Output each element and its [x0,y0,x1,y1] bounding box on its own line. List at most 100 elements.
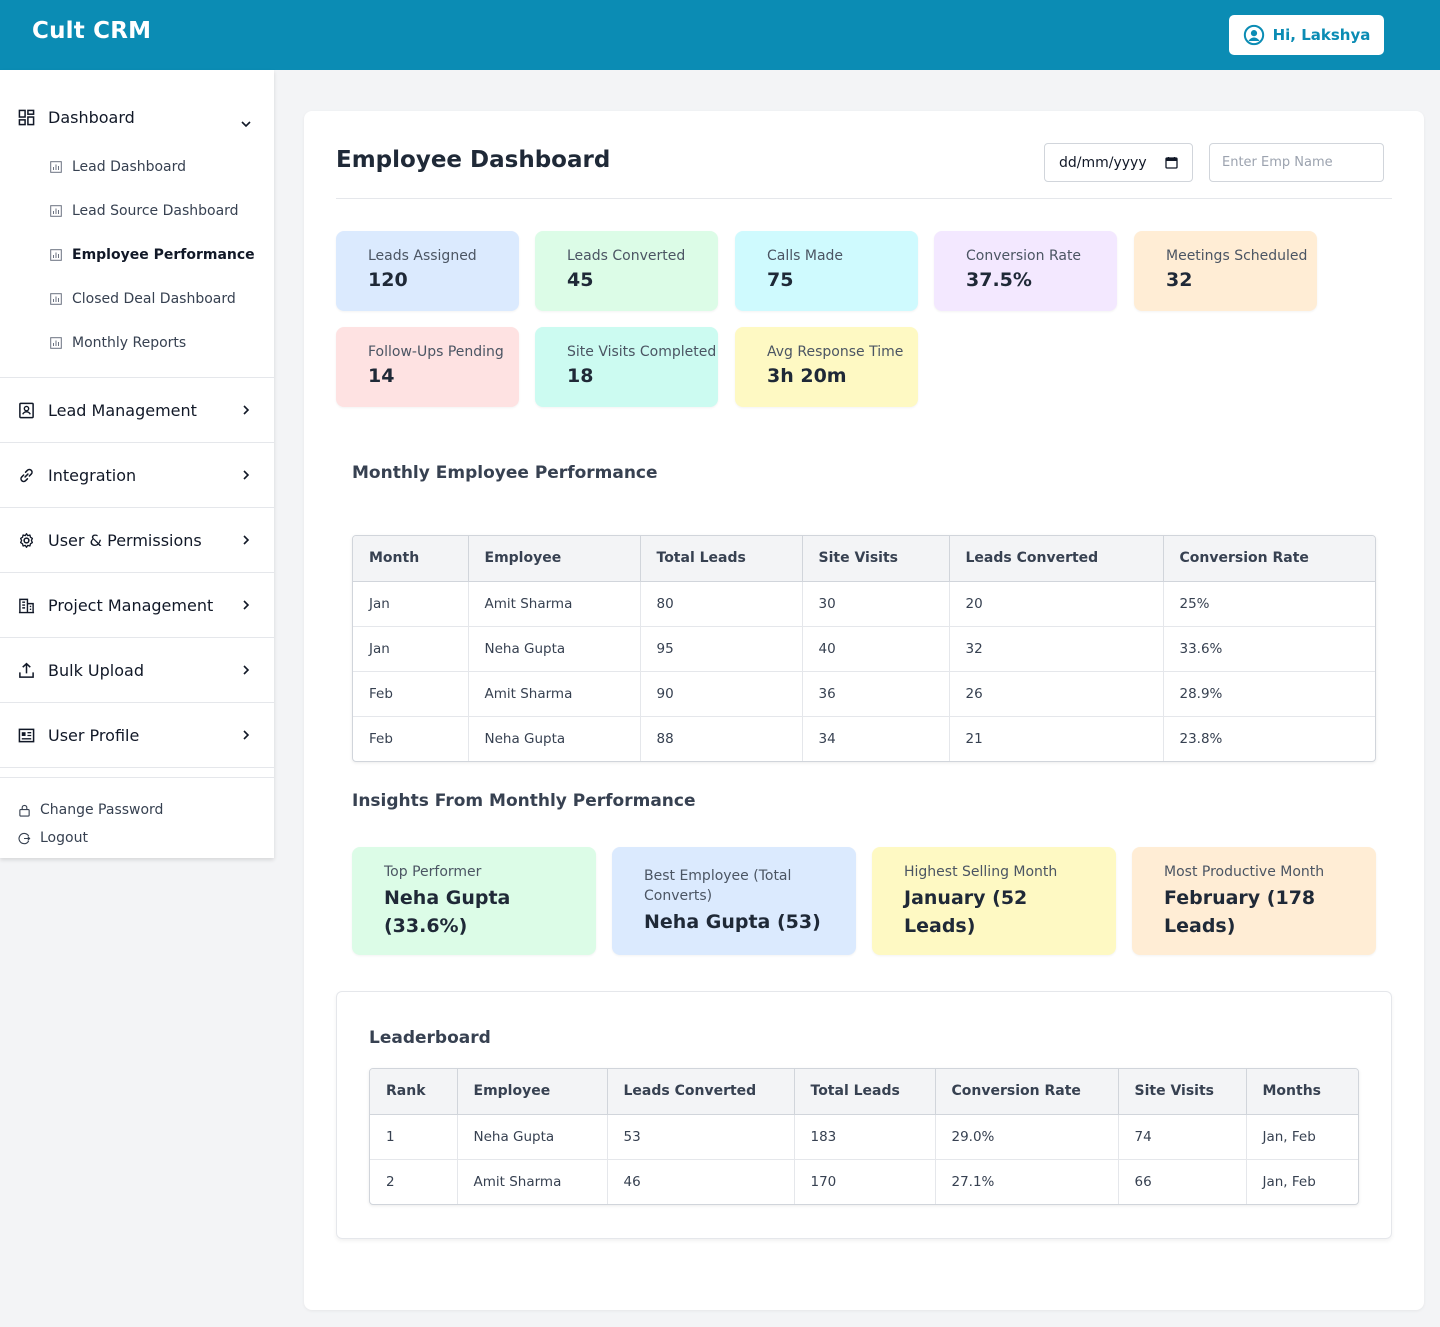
sidebar-item-label: Integration [48,465,137,485]
sidebar-item-dashboard[interactable]: Dashboard [18,108,135,127]
sidebar-item-lead-management[interactable]: Lead Management [0,378,274,443]
stat-value: 32 [1166,269,1193,291]
leaderboard-card: Leaderboard Rank Employee Leads Converte… [336,991,1392,1239]
table-cell: 74 [1118,1114,1247,1160]
stat-label: Calls Made [767,248,844,264]
chevron-down-icon[interactable] [240,118,252,130]
table-cell: 30 [802,581,950,627]
chevron-right-icon [243,405,250,415]
leaderboard-table: Rank Employee Leads Converted Total Lead… [369,1068,1359,1205]
table-cell: Neha Gupta [468,626,641,672]
stat-card-follow-ups-pending: Follow-Ups Pending 14 [336,327,519,407]
stat-label: Follow-Ups Pending [368,344,504,360]
sidebar-subitem-lead-source-dashboard[interactable]: Lead Source Dashboard [50,189,255,233]
stat-card-calls-made: Calls Made 75 [735,231,918,311]
sidebar-subitem-employee-performance[interactable]: Employee Performance [50,233,255,277]
table-header-row: Rank Employee Leads Converted Total Lead… [370,1069,1358,1115]
title-divider [336,198,1392,199]
table-cell: 29.0% [935,1114,1119,1160]
table-cell: 46 [607,1159,795,1204]
col-header[interactable]: Months [1246,1069,1358,1115]
sidebar-footer: Change Password Logout [0,777,274,852]
stat-value: 120 [368,269,408,291]
stat-card-leads-converted: Leads Converted 45 [535,231,718,311]
table-cell: Feb [353,671,469,717]
top-bar: Cult CRM Hi, Lakshya [0,0,1440,70]
insight-value: Neha Gupta (33.6%) [384,887,511,937]
date-filter-input[interactable]: dd/mm/yyyy [1044,143,1193,182]
table-cell: Feb [353,716,469,761]
main-card: Employee Dashboard dd/mm/yyyy Leads Assi… [304,111,1424,1310]
date-placeholder: dd/mm/yyyy [1059,154,1147,171]
monthly-table: Month Employee Total Leads Site Visits L… [352,535,1376,762]
sidebar-item-integration[interactable]: Integration [0,443,274,508]
sidebar-item-project-management[interactable]: Project Management [0,573,274,638]
col-header[interactable]: Total Leads [640,536,803,582]
table-cell: Amit Sharma [468,671,641,717]
sidebar-subitem-label: Lead Dashboard [72,159,187,175]
col-header[interactable]: Leads Converted [949,536,1164,582]
stat-label: Conversion Rate [966,248,1082,264]
user-menu-button[interactable]: Hi, Lakshya [1229,15,1384,55]
col-header[interactable]: Leads Converted [607,1069,795,1115]
monthly-section-title: Monthly Employee Performance [352,463,658,483]
change-password-label: Change Password [40,802,164,818]
sidebar-item-user-permissions[interactable]: User & Permissions [0,508,274,573]
id-card-icon [18,726,36,744]
sidebar-item-label: Dashboard [48,108,135,127]
insight-card-top-performer: Top Performer Neha Gupta (33.6%) [352,847,596,955]
sidebar-subitem-closed-deal-dashboard[interactable]: Closed Deal Dashboard [50,277,255,321]
stat-card-meetings-scheduled: Meetings Scheduled 32 [1134,231,1317,311]
col-header[interactable]: Conversion Rate [1163,536,1375,582]
bar-chart-icon [50,205,62,217]
user-greeting: Hi, Lakshya [1272,26,1371,44]
table-cell: 66 [1118,1159,1247,1204]
col-header[interactable]: Site Visits [1118,1069,1247,1115]
sidebar-item-label: Lead Management [48,400,197,420]
logout-link[interactable]: Logout [18,824,274,852]
stat-label: Avg Response Time [767,344,904,360]
sidebar-item-user-profile[interactable]: User Profile [0,703,274,768]
table-cell: 21 [949,716,1164,761]
calendar-icon[interactable] [1165,156,1178,169]
table-cell: Amit Sharma [457,1159,608,1204]
sidebar-subitem-monthly-reports[interactable]: Monthly Reports [50,321,255,365]
sidebar-subitem-label: Employee Performance [72,247,255,263]
employee-name-input[interactable] [1209,143,1384,182]
table-cell: 53 [607,1114,795,1160]
col-header[interactable]: Employee [468,536,641,582]
insight-card-most-productive-month: Most Productive Month February (178 Lead… [1132,847,1376,955]
insight-value: February (178 Leads) [1164,887,1316,937]
chevron-right-icon [243,470,250,480]
col-header[interactable]: Conversion Rate [935,1069,1119,1115]
sidebar-subitem-label: Monthly Reports [72,335,187,351]
stat-card-leads-assigned: Leads Assigned 120 [336,231,519,311]
table-cell: 2 [370,1159,458,1204]
sidebar-subitem-lead-dashboard[interactable]: Lead Dashboard [50,145,255,189]
insight-label: Best Employee (Total Converts) [644,868,792,904]
table-cell: 1 [370,1114,458,1160]
table-cell: 28.9% [1163,671,1375,717]
app-title[interactable]: Cult CRM [32,18,152,44]
leaderboard-title: Leaderboard [369,1028,491,1048]
col-header[interactable]: Employee [457,1069,608,1115]
table-cell: 183 [794,1114,936,1160]
bar-chart-icon [50,161,62,173]
col-header[interactable]: Site Visits [802,536,950,582]
change-password-link[interactable]: Change Password [18,796,274,824]
col-header[interactable]: Month [353,536,469,582]
table-cell: 33.6% [1163,626,1375,672]
table-cell: 32 [949,626,1164,672]
table-row: Jan Amit Sharma 80 30 20 25% [353,581,1375,627]
contact-icon [18,401,36,419]
sidebar-item-bulk-upload[interactable]: Bulk Upload [0,638,274,703]
gear-icon [18,531,36,549]
insight-label: Top Performer [384,864,482,880]
table-cell: 25% [1163,581,1375,627]
stat-label: Site Visits Completed [567,344,717,360]
col-header[interactable]: Rank [370,1069,458,1115]
table-cell: Jan, Feb [1262,1173,1316,1190]
col-header[interactable]: Total Leads [794,1069,936,1115]
sidebar-subitem-label: Lead Source Dashboard [72,203,239,219]
table-row: 2 Amit Sharma 46 170 27.1% 66 Jan, Feb [370,1159,1358,1204]
